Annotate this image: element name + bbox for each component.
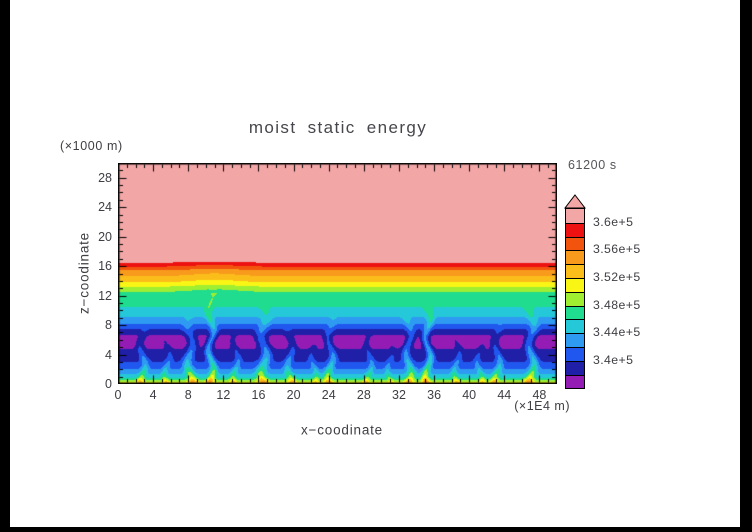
y-tick-label: 16 — [98, 259, 112, 274]
y-tick-label: 24 — [98, 200, 112, 215]
colorbar-tick-label: 3.6e+5 — [593, 214, 634, 229]
colorbar — [565, 208, 585, 390]
x-tick-label: 28 — [356, 388, 371, 402]
colorbar-segment — [566, 264, 584, 278]
colorbar-segment — [566, 319, 584, 334]
colorbar-segment — [566, 333, 584, 347]
contour-field-canvas — [118, 163, 557, 384]
x-tick-label: 24 — [321, 388, 336, 402]
x-axis-title: x−coodinate — [301, 422, 383, 438]
colorbar-segment — [566, 360, 584, 375]
colorbar-tick-label: 3.48e+5 — [593, 297, 641, 312]
x-tick-label: 16 — [251, 388, 266, 402]
colorbar-segment — [566, 209, 584, 223]
colorbar-segment — [566, 291, 584, 306]
colorbar-tick-label: 3.4e+5 — [593, 352, 634, 367]
x-tick-label: 8 — [184, 388, 192, 402]
colorbar-over-range-triangle — [564, 194, 586, 209]
x-tick-label: 0 — [114, 388, 122, 402]
x-axis-unit-label: (×1E4 m) — [514, 399, 570, 413]
colorbar-segment — [566, 277, 584, 292]
x-tick-label: 4 — [149, 388, 157, 402]
y-axis-title: z−coodinate — [76, 232, 92, 314]
colorbar-segment — [566, 250, 584, 265]
x-tick-label: 32 — [392, 388, 406, 402]
chart-title: moist static energy — [248, 118, 428, 137]
y-tick-label: 20 — [98, 229, 112, 244]
y-tick-label: 12 — [98, 288, 112, 303]
colorbar-segment — [566, 374, 584, 389]
x-tick-label: 44 — [497, 388, 512, 402]
x-tick-label: 36 — [427, 388, 442, 402]
colorbar-segment — [566, 222, 584, 237]
y-tick-label: 4 — [105, 347, 112, 362]
x-tick-label: 40 — [462, 388, 477, 402]
colorbar-segment — [566, 346, 584, 361]
y-tick-label: 8 — [105, 318, 112, 333]
colorbar-segment — [566, 305, 584, 320]
x-tick-label: 20 — [286, 388, 301, 402]
y-tick-label: 0 — [105, 377, 112, 391]
y-tick-label: 28 — [98, 170, 112, 185]
y-axis-unit-label: (×1000 m) — [60, 139, 123, 153]
colorbar-tick-label: 3.44e+5 — [593, 325, 641, 340]
colorbar-tick-label: 3.52e+5 — [593, 270, 641, 284]
x-tick-label: 12 — [216, 388, 231, 402]
colorbar-segment — [566, 236, 584, 251]
x-tick-label: 48 — [532, 388, 547, 402]
colorbar-tick-label: 3.56e+5 — [593, 242, 641, 257]
plot-area — [118, 163, 557, 384]
time-label: 61200 s — [568, 158, 617, 172]
